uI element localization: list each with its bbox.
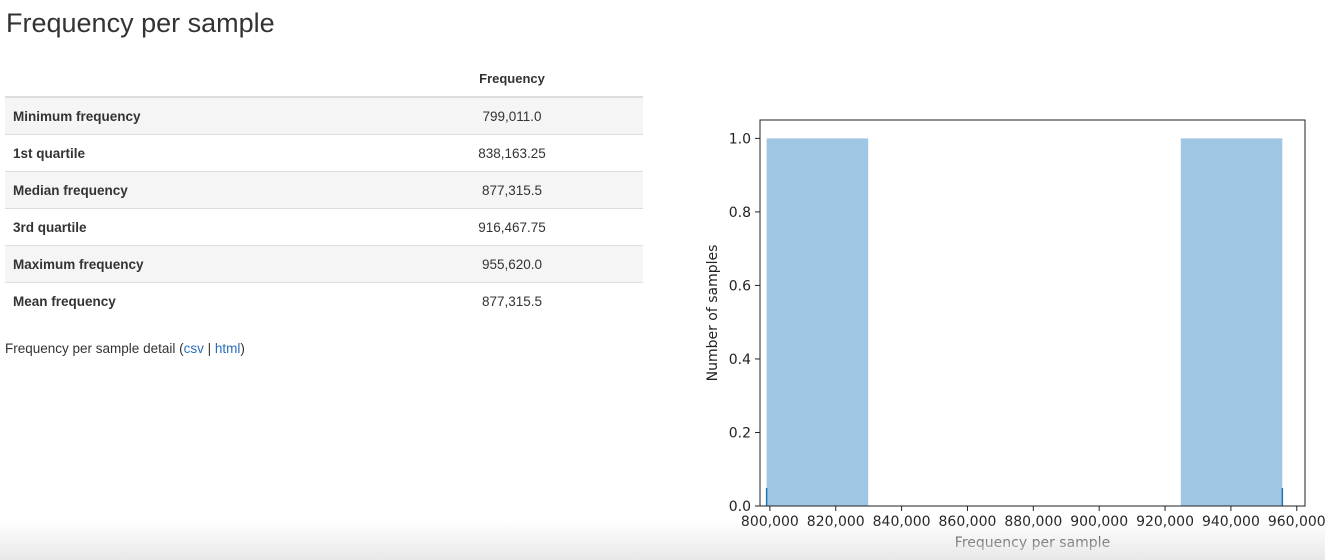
row-value: 916,467.75 — [381, 208, 643, 246]
table-row: 1st quartile 838,163.25 — [5, 134, 643, 172]
y-tick-label: 0.2 — [729, 425, 751, 441]
detail-suffix: ) — [240, 341, 245, 356]
row-value: 877,315.5 — [381, 282, 643, 319]
row-label: Mean frequency — [5, 282, 381, 319]
x-tick-label: 960,000 — [1268, 514, 1325, 530]
row-value: 838,163.25 — [381, 134, 643, 172]
table-row: Maximum frequency 955,620.0 — [5, 245, 643, 283]
html-link[interactable]: html — [214, 341, 241, 356]
frequency-summary-table: Frequency Minimum frequency 799,011.0 1s… — [5, 60, 643, 319]
x-tick-label: 880,000 — [1004, 514, 1062, 530]
x-tick-label: 900,000 — [1070, 514, 1128, 530]
table-header-frequency: Frequency — [381, 60, 643, 98]
detail-links: Frequency per sample detail (csv | html) — [5, 341, 245, 356]
table-row: Mean frequency 877,315.5 — [5, 282, 643, 319]
x-tick-label: 920,000 — [1136, 514, 1194, 530]
y-tick-label: 1.0 — [729, 131, 751, 147]
y-axis-label: Number of samples — [705, 245, 721, 382]
frequency-histogram: 0.0 0.2 0.4 0.6 0.8 1.0 800,000 820,000 840,000 8… — [690, 105, 1325, 560]
histogram-bar — [1180, 138, 1283, 506]
x-tick-label: 840,000 — [873, 514, 931, 530]
table-row: Minimum frequency 799,011.0 — [5, 96, 643, 135]
histogram-bar — [766, 138, 869, 506]
row-value: 955,620.0 — [381, 245, 643, 283]
row-label: Median frequency — [5, 171, 381, 209]
x-tick-label: 940,000 — [1202, 514, 1260, 530]
table-header-empty — [5, 60, 381, 98]
detail-prefix: Frequency per sample detail ( — [5, 341, 184, 356]
table-row: 3rd quartile 916,467.75 — [5, 208, 643, 246]
row-value: 877,315.5 — [381, 171, 643, 209]
y-tick-label: 0.4 — [729, 352, 751, 368]
y-tick-label: 0.0 — [729, 499, 751, 515]
table-row: Median frequency 877,315.5 — [5, 171, 643, 209]
table-header-row: Frequency — [5, 60, 643, 98]
plot-frame — [759, 119, 1306, 507]
row-value: 799,011.0 — [381, 96, 643, 135]
x-axis-label: Frequency per sample — [955, 535, 1110, 551]
x-tick-label: 860,000 — [939, 514, 997, 530]
row-label: Minimum frequency — [5, 96, 381, 135]
histogram-svg: 0.0 0.2 0.4 0.6 0.8 1.0 800,000 820,000 840,000 8… — [705, 119, 1325, 551]
csv-link[interactable]: csv — [183, 341, 204, 356]
x-tick-label: 800,000 — [741, 514, 799, 530]
row-label: 3rd quartile — [5, 208, 381, 246]
row-label: 1st quartile — [5, 134, 381, 172]
page-title: Frequency per sample — [6, 8, 275, 38]
y-tick-label: 0.6 — [729, 278, 751, 294]
y-tick-label: 0.8 — [729, 205, 751, 221]
detail-separator: | — [203, 341, 215, 356]
row-label: Maximum frequency — [5, 245, 381, 283]
x-tick-label: 820,000 — [807, 514, 865, 530]
